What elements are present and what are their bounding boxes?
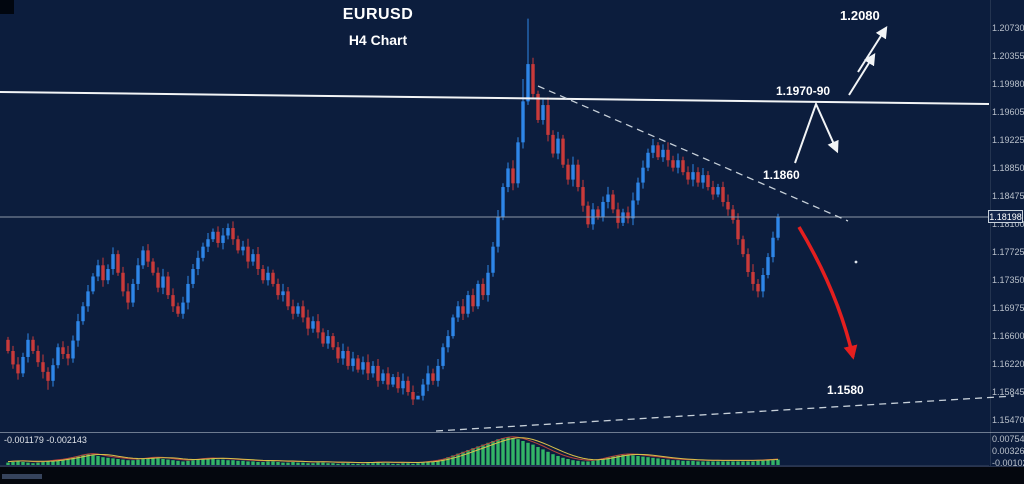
symbol-label: EURUSD [342,6,414,23]
osma-signal-line-slow [7,437,779,464]
descending-trendline [537,85,849,222]
bounce-arrow [794,101,839,164]
price-axis-label: 1.20730 [992,23,1024,34]
price-axis-label: 1.15845 [992,387,1024,398]
price-axis-label: 1.15470 [992,415,1024,426]
indicator-canvas [0,436,989,466]
price-axis-label: 1.17350 [992,275,1024,286]
cursor-dot [854,260,858,264]
price-axis-label: 1.18100 [992,219,1024,230]
price-axis-label: 1.18475 [992,191,1024,202]
up-arrow-1 [848,52,876,96]
indicator-pane[interactable]: -0.001179 -0.002143 0.00754 0.00326 -0.001… [0,432,1024,468]
price-axis-label: 1.16220 [992,359,1024,370]
price-axis-label: 1.20355 [992,51,1024,62]
price-axis-label: 1.19980 [992,79,1024,90]
window-corner-marker [0,0,14,14]
price-axis[interactable]: 1.20730 1.20355 1.19980 1.19605 1.19225 1.188… [991,0,1024,432]
price-chart-pane[interactable]: EURUSD H4 Chart 1.2080 1.1970-90 1.1860 … [0,0,1024,432]
candlestick-series [6,18,780,405]
scrollbar-thumb[interactable] [2,474,42,479]
price-chart-canvas[interactable] [0,0,1024,432]
indicator-axis-label: -0.00102 [992,458,1024,468]
price-axis-label: 1.17725 [992,247,1024,258]
annotation-breakdown-level: 1.1860 [763,168,800,182]
annotation-resistance-zone: 1.1970-90 [776,84,831,98]
annotation-downside-target: 1.1580 [827,383,864,397]
price-axis-label: 1.16975 [992,303,1024,314]
price-axis-label: 1.19225 [992,135,1024,146]
up-arrow-2 [857,25,888,73]
timeframe-label: H4 Chart [348,32,408,48]
ascending-trendline [435,395,1015,432]
current-price-badge: 1.18198 [988,210,1023,223]
indicator-axis-label: 0.00754 [992,434,1024,444]
price-axis-label: 1.19605 [992,107,1024,118]
osma-signal-line-fast [7,436,779,464]
bottom-scrollbar[interactable] [0,466,1024,484]
osma-histogram [6,437,780,465]
indicator-axis-label: 0.00326 [992,446,1024,456]
axis-separator [990,0,991,466]
indicator-readout: -0.001179 -0.002143 [4,435,87,445]
chart-title: EURUSD H4 Chart [298,6,458,48]
indicator-axis[interactable]: 0.00754 0.00326 -0.00102 [991,433,1024,468]
sell-arrow [797,226,858,360]
resistance-line [0,91,990,105]
annotation-upside-target: 1.2080 [840,8,880,23]
price-axis-label: 1.18850 [992,163,1024,174]
price-axis-label: 1.16600 [992,331,1024,342]
